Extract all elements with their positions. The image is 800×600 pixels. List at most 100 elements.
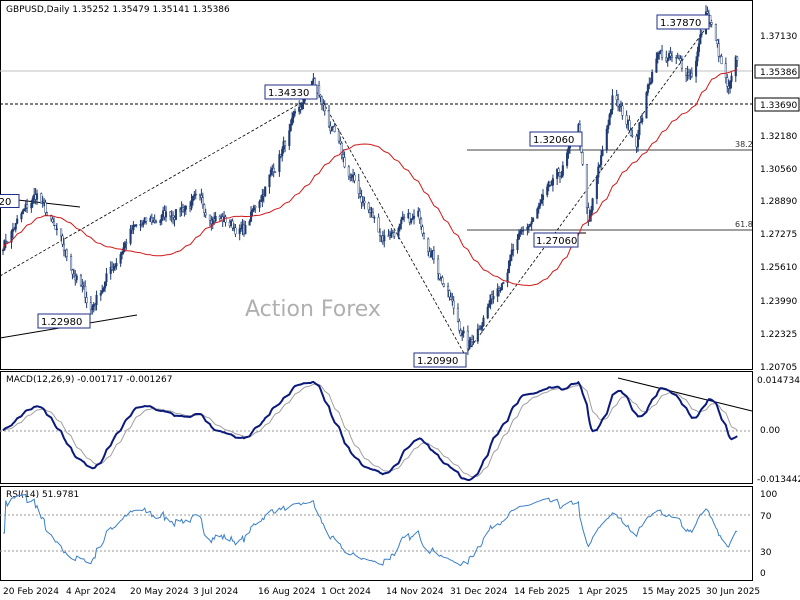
- candle-body: [499, 289, 502, 291]
- candle-body: [14, 223, 17, 230]
- label-box-1320: [529, 131, 583, 147]
- candle-body: [609, 109, 613, 115]
- macd-trendline: [617, 377, 753, 412]
- candle-body: [172, 215, 175, 218]
- candle-body: [595, 177, 598, 199]
- candle-body: [482, 317, 485, 326]
- candle-body: [383, 235, 386, 242]
- candle-body: [724, 63, 727, 78]
- candle-body: [476, 328, 479, 342]
- candle-body: [461, 332, 464, 336]
- x-axis: 20 Feb 2024 4 Apr 2024 20 May 2024 3 Jul…: [3, 587, 760, 597]
- candle-body: [184, 205, 187, 210]
- candle-body: [81, 284, 84, 287]
- candles-series: [1, 5, 739, 355]
- candle-body: [169, 211, 172, 217]
- candle-body: [339, 140, 342, 144]
- candle-body: [115, 263, 118, 267]
- candle-body: [442, 283, 445, 287]
- candle-body: [119, 254, 122, 264]
- rsi-header: RSI(14) 51.9781: [6, 490, 79, 500]
- x-tick: 14 Feb 2025: [514, 587, 570, 597]
- candle-body: [466, 330, 469, 350]
- label-left: 1.26920: [0, 197, 11, 208]
- main-panel-frame: [0, 0, 753, 370]
- candle-body: [224, 216, 227, 223]
- current-price-label: 1.35386: [760, 68, 797, 78]
- candle-body: [269, 169, 272, 176]
- candle-body: [6, 241, 9, 243]
- candle-body: [50, 214, 53, 220]
- candle-body: [451, 299, 454, 302]
- candle-body: [367, 202, 370, 211]
- candle-body: [631, 135, 634, 137]
- candle-body: [254, 205, 257, 208]
- price-tick: 1.25610: [760, 263, 797, 273]
- price-tick: 1.27275: [760, 230, 797, 240]
- macd-tick: 0.00: [760, 426, 780, 436]
- candle-body: [132, 225, 135, 231]
- candle-body: [679, 58, 682, 61]
- candle-body: [113, 265, 117, 268]
- candle-body: [200, 195, 203, 198]
- candle-body: [551, 178, 554, 186]
- candle-body: [10, 231, 13, 243]
- candle-body: [11, 228, 14, 232]
- candle-body: [289, 124, 292, 131]
- candle-body: [427, 238, 430, 252]
- candle-body: [526, 226, 529, 231]
- candle-body: [340, 142, 343, 155]
- candle-body: [502, 282, 505, 284]
- candle-body: [272, 168, 275, 173]
- candle-body: [240, 227, 243, 230]
- label-1270: 1.27060: [536, 236, 577, 247]
- candle-body: [72, 273, 75, 277]
- label-1320: 1.32060: [533, 135, 574, 146]
- candle-body: [373, 217, 376, 219]
- price-axis: 1.37130 1.32180 1.30560 1.28890 1.27275 …: [760, 32, 797, 373]
- candle-body: [418, 210, 421, 220]
- candle-body: [617, 99, 620, 107]
- candle-body: [208, 214, 211, 221]
- candle-body: [342, 154, 345, 158]
- candle-body: [79, 275, 83, 286]
- x-tick: 20 Feb 2024: [3, 587, 59, 597]
- candle-body: [84, 286, 87, 298]
- candle-body: [611, 95, 614, 110]
- watermark: Action Forex: [245, 297, 381, 322]
- candle-body: [301, 103, 304, 110]
- candle-body: [142, 222, 145, 226]
- candle-body: [690, 72, 693, 77]
- candle-body: [549, 181, 552, 186]
- candle-body: [541, 194, 545, 201]
- candle-body: [40, 193, 43, 204]
- candle-body: [322, 103, 325, 106]
- candle-body: [363, 200, 366, 204]
- candle-body: [437, 258, 440, 275]
- candle-body: [412, 215, 416, 219]
- label-box-1343: [264, 84, 318, 100]
- price-tick: 1.28890: [760, 197, 797, 207]
- candle-body: [649, 81, 652, 85]
- candle-body: [123, 242, 126, 248]
- candle-body: [313, 78, 316, 86]
- candle-body: [446, 286, 450, 291]
- candle-body: [734, 56, 737, 77]
- candle-body: [519, 231, 522, 234]
- candle-body: [697, 43, 700, 52]
- candle-body: [85, 297, 88, 304]
- macd-header: MACD(12,26,9) -0.001717 -0.001267: [6, 375, 172, 385]
- candle-body: [700, 33, 703, 35]
- candle-body: [532, 218, 535, 222]
- candle-body: [428, 251, 431, 258]
- candle-body: [26, 204, 29, 209]
- candle-body: [709, 15, 712, 23]
- candle-body: [590, 209, 593, 216]
- candle-body: [327, 110, 331, 127]
- candle-body: [244, 225, 247, 235]
- candle-body: [566, 152, 569, 166]
- candle-body: [411, 217, 414, 220]
- candle-body: [190, 200, 193, 209]
- candle-body: [537, 205, 540, 210]
- candle-body: [145, 217, 148, 222]
